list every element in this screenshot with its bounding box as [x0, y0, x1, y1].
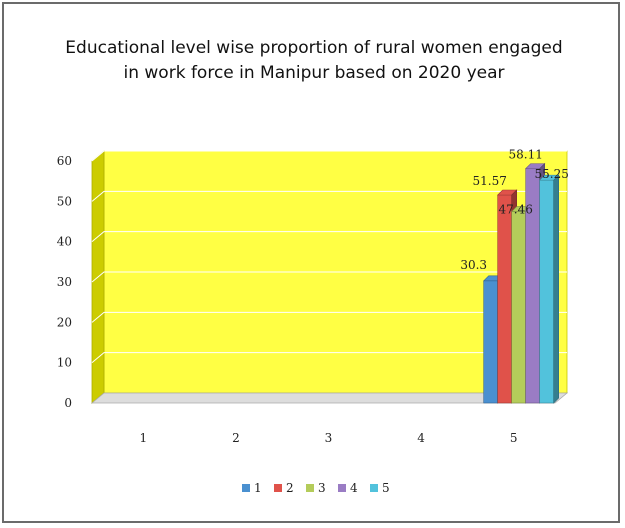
chart-title: Educational level wise proportion of rur… — [65, 38, 563, 83]
legend-swatch-5 — [370, 484, 378, 492]
bar-2[interactable] — [497, 194, 513, 404]
y-tick-label: 20 — [57, 315, 72, 329]
x-tick-label: 3 — [325, 431, 333, 445]
data-label: 55.25 — [535, 167, 569, 181]
legend-label: 2 — [286, 481, 294, 495]
gridline — [91, 231, 567, 243]
y-tick-label: 60 — [57, 154, 72, 168]
x-tick-label: 2 — [232, 431, 240, 445]
plot-floor — [90, 392, 569, 404]
data-label: 47.46 — [499, 203, 533, 217]
gridline — [91, 311, 567, 323]
gridline — [91, 190, 567, 202]
legend-label: 5 — [382, 481, 390, 495]
gridline — [91, 271, 567, 283]
y-tick-label: 40 — [57, 235, 72, 249]
data-label: 58.11 — [509, 148, 543, 162]
legend-label: 3 — [318, 481, 326, 495]
bar-side-5 — [553, 174, 560, 404]
bar-5[interactable] — [539, 179, 555, 404]
legend-swatch-3 — [306, 484, 314, 492]
data-label: 51.57 — [473, 174, 507, 188]
legend-label: 1 — [254, 481, 262, 495]
bar-3[interactable] — [511, 211, 527, 404]
y-tick-label: 0 — [64, 396, 72, 410]
y-tick-label: 10 — [57, 356, 72, 370]
data-label: 30.3 — [460, 258, 487, 272]
legend-swatch-4 — [338, 484, 346, 492]
x-tick-label: 1 — [139, 431, 147, 445]
x-tick-label: 4 — [417, 431, 425, 445]
legend-swatch-1 — [242, 484, 250, 492]
bar-1[interactable] — [483, 280, 499, 404]
gridline — [91, 150, 567, 162]
y-tick-label: 30 — [57, 275, 72, 289]
gridline — [91, 352, 567, 364]
y-tick-label: 50 — [57, 194, 72, 208]
legend-swatch-2 — [274, 484, 282, 492]
legend-label: 4 — [350, 481, 358, 495]
x-tick-label: 5 — [510, 431, 518, 445]
